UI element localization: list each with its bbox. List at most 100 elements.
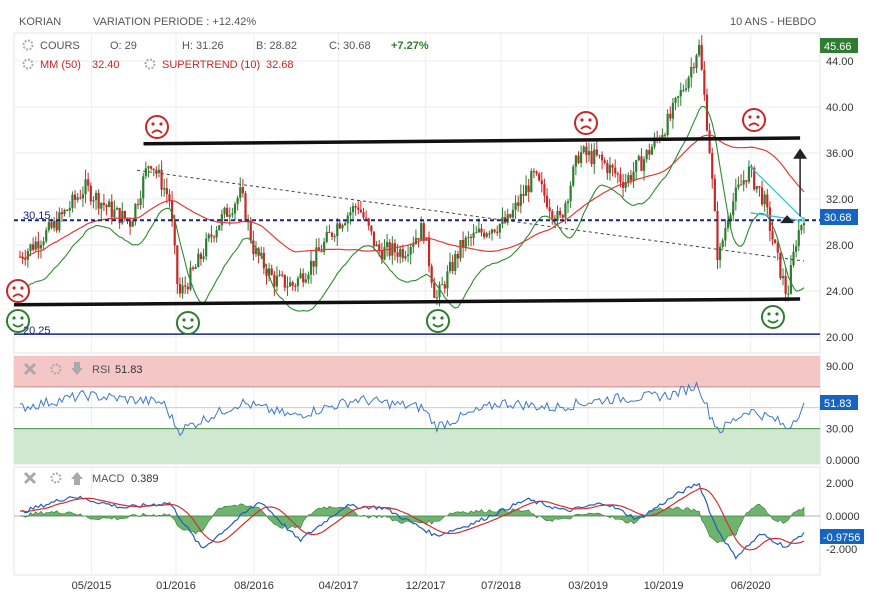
arrow-down-icon[interactable] — [71, 362, 83, 375]
candle-body — [427, 237, 431, 267]
gear-icon[interactable] — [50, 472, 62, 484]
price-tick-label: 44.00 — [826, 56, 854, 68]
level-30-label: 30.15 — [23, 210, 51, 222]
candle-body — [155, 170, 158, 173]
candle-body — [375, 244, 378, 247]
candle-body — [737, 184, 740, 188]
candle-body — [294, 285, 297, 287]
candle-body — [325, 231, 328, 242]
candle-body — [317, 247, 321, 252]
candle-body — [73, 194, 77, 200]
candle-body — [760, 187, 764, 205]
candle-body — [275, 275, 279, 287]
candle-body — [401, 249, 404, 259]
candle-body — [420, 223, 423, 240]
candle-body — [527, 185, 530, 193]
face-mouth — [12, 293, 24, 298]
candle-body — [383, 247, 386, 260]
face-eye — [580, 118, 584, 122]
close-icon[interactable] — [23, 471, 37, 485]
candle-body — [252, 240, 255, 255]
gear-icon[interactable] — [50, 363, 62, 375]
candle-body — [650, 146, 654, 155]
candle-body — [94, 192, 98, 201]
candle-body — [430, 266, 433, 283]
candle-body — [129, 220, 132, 227]
candle-body — [136, 203, 140, 205]
macd-histogram — [19, 503, 805, 544]
gear-icon[interactable] — [22, 39, 34, 51]
candle-body — [577, 155, 580, 163]
candle-body — [66, 209, 69, 211]
candle-body — [189, 267, 192, 290]
candle-body — [559, 211, 562, 216]
candle-body — [304, 279, 307, 283]
x-tick-label: 08/2016 — [234, 580, 274, 592]
candle-body — [228, 215, 231, 217]
candle-body — [89, 185, 92, 202]
candle-body — [433, 282, 436, 298]
candle-body — [698, 44, 701, 56]
candle-body — [454, 253, 457, 271]
candle-body — [462, 240, 465, 248]
gear-icon[interactable] — [22, 58, 34, 70]
x-tick-label: 01/2016 — [156, 580, 196, 592]
face-eye — [190, 318, 194, 322]
arrow-up-icon[interactable] — [71, 472, 83, 485]
candle-body — [498, 224, 501, 233]
candle-body — [774, 239, 777, 244]
candle-body — [409, 246, 412, 255]
candle-body — [97, 192, 100, 209]
candle-body — [677, 96, 680, 99]
candle-body — [739, 184, 743, 186]
candle-body — [406, 254, 410, 257]
rsi-tick-label: 90.00 — [826, 361, 854, 373]
sad-face-icon — [742, 108, 766, 132]
price-tick-label: 32.00 — [826, 194, 854, 206]
candle-body — [330, 232, 334, 237]
price-tick-label: 40.00 — [826, 102, 854, 114]
rsi-tick-label: 0.0000 — [826, 455, 860, 467]
close-icon[interactable] — [23, 362, 37, 376]
candle-body — [186, 286, 189, 290]
face-mouth — [182, 325, 194, 330]
candle-body — [766, 194, 769, 208]
candle-body — [718, 246, 722, 261]
candle-body — [181, 285, 184, 294]
candle-body — [354, 206, 357, 208]
candle-body — [545, 195, 549, 208]
candle-body — [150, 166, 153, 169]
candle-body — [87, 179, 90, 186]
legend-mm-label: MM (50) — [40, 59, 81, 71]
candle-body — [236, 197, 239, 205]
candle-body — [110, 201, 113, 218]
candle-body — [105, 205, 108, 208]
candle-body — [39, 244, 43, 249]
face-outline — [176, 311, 200, 335]
candle-body — [123, 211, 126, 219]
candle-body — [614, 167, 617, 174]
gear-icon[interactable] — [144, 58, 156, 70]
level-20-label: 20.25 — [23, 325, 51, 337]
candle-body — [745, 180, 748, 182]
rsi-label: RSI — [92, 364, 110, 376]
candle-body — [590, 151, 593, 165]
x-tick-label: 07/2018 — [481, 580, 521, 592]
candle-body — [682, 89, 685, 91]
face-mouth — [767, 319, 779, 324]
candle-body — [564, 203, 567, 218]
candle-body — [68, 207, 71, 211]
candle-body — [742, 180, 745, 185]
face-eye — [12, 316, 16, 320]
candle-body — [147, 166, 150, 169]
happy-face-icon — [6, 309, 30, 333]
candle-body — [608, 164, 612, 174]
candle-body — [732, 201, 735, 216]
candle-body — [71, 194, 74, 208]
candle-body — [254, 248, 258, 255]
candle-body — [695, 55, 698, 69]
candle-body — [648, 150, 651, 155]
macd-signal-line — [19, 487, 805, 551]
x-tick-label: 04/2017 — [319, 580, 359, 592]
candle-body — [475, 232, 478, 234]
